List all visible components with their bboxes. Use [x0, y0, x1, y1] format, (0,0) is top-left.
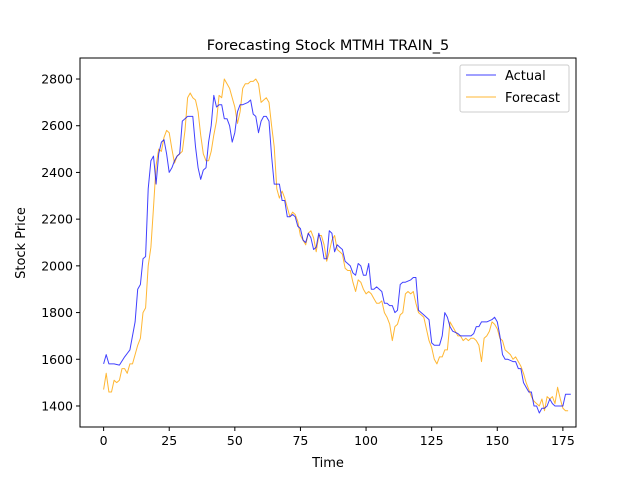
y-tick-label: 2200: [41, 212, 73, 227]
series-line-forecast: [103, 78, 569, 412]
series-line-actual: [103, 94, 571, 414]
y-tick-label: 1400: [41, 398, 73, 413]
y-axis: 1400 1600 1800 2000 2200 2400 2600 2800: [41, 72, 80, 413]
y-tick-label: 2800: [41, 72, 73, 87]
x-tick-label: 25: [161, 433, 177, 448]
x-tick-label: 175: [551, 433, 575, 448]
legend-box: [459, 64, 570, 113]
y-axis-label: Stock Price: [14, 207, 29, 279]
chart-title: Forecasting Stock MTMH TRAIN_5: [207, 38, 449, 54]
y-tick-label: 1600: [41, 352, 73, 367]
plot-area: [103, 78, 571, 414]
legend-label-actual: Actual: [505, 69, 546, 84]
legend: Actual Forecast: [459, 64, 570, 113]
x-tick-label: 150: [485, 433, 509, 448]
x-tick-label: 125: [420, 433, 444, 448]
y-tick-label: 1800: [41, 305, 73, 320]
y-tick-label: 2600: [41, 118, 73, 133]
plot-frame: [79, 57, 577, 428]
x-tick-label: 0: [100, 433, 108, 448]
legend-label-forecast: Forecast: [505, 91, 560, 106]
y-tick-label: 2400: [41, 165, 73, 180]
x-tick-label: 75: [292, 433, 308, 448]
x-axis-label: Time: [311, 456, 344, 471]
x-tick-label: 50: [227, 433, 243, 448]
x-axis: 0 25 50 75 100 125 150 175: [100, 427, 575, 448]
x-tick-label: 100: [354, 433, 378, 448]
y-tick-label: 2000: [41, 258, 73, 273]
